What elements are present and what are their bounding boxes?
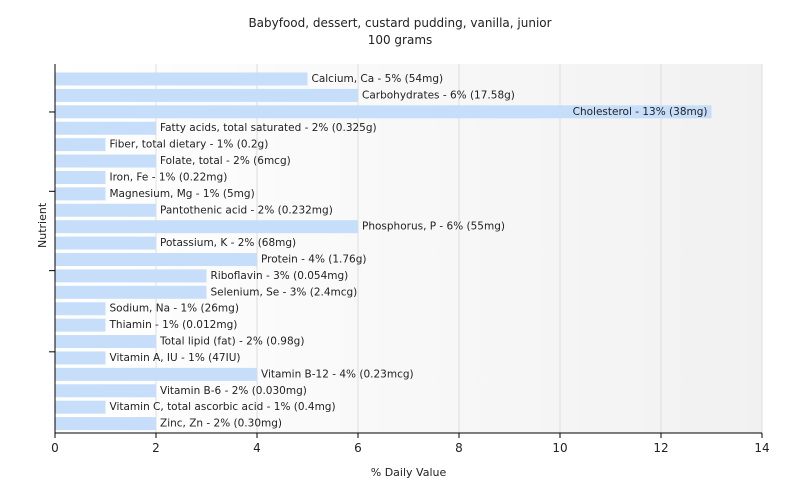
x-tick-label-3: 6 xyxy=(354,441,362,455)
bar-13 xyxy=(55,285,207,299)
x-tick-label-4: 8 xyxy=(455,441,463,455)
bar-group: Calcium, Ca - 5% (54mg) Carbohydrates - 6… xyxy=(55,72,712,431)
bar-0 xyxy=(55,72,308,86)
bar-label-19: Vitamin B-6 - 2% (0.030mg) xyxy=(160,385,307,397)
bar-17 xyxy=(55,351,106,365)
chart-title: Babyfood, dessert, custard pudding, vani… xyxy=(248,16,552,30)
x-tick-label-7: 14 xyxy=(754,441,769,455)
x-axis-label: % Daily Value xyxy=(370,466,447,479)
bar-16 xyxy=(55,335,156,349)
bar-label-1: Carbohydrates - 6% (17.58g) xyxy=(362,89,515,101)
bar-label-6: Iron, Fe - 1% (0.22mg) xyxy=(110,171,228,183)
bar-5 xyxy=(55,154,156,168)
bar-12 xyxy=(55,269,207,283)
bar-11 xyxy=(55,253,257,266)
bar-label-5: Folate, total - 2% (6mcg) xyxy=(160,155,291,167)
x-tick-label-6: 12 xyxy=(653,441,668,455)
bar-2 xyxy=(55,105,712,119)
bar-3 xyxy=(55,121,156,135)
bar-6 xyxy=(55,170,106,184)
bar-9 xyxy=(55,220,358,234)
bar-8 xyxy=(55,203,156,217)
bar-15 xyxy=(55,318,106,332)
bar-label-7: Magnesium, Mg - 1% (5mg) xyxy=(110,188,255,200)
x-tick-label-0: 0 xyxy=(51,441,59,455)
x-tick-label-5: 10 xyxy=(552,441,567,455)
bar-label-0: Calcium, Ca - 5% (54mg) xyxy=(312,73,444,85)
bar-14 xyxy=(55,302,106,316)
x-tick-label-2: 4 xyxy=(253,441,261,455)
bar-10 xyxy=(55,236,156,250)
bar-21 xyxy=(55,417,156,431)
bar-label-18: Vitamin B-12 - 4% (0.23mcg) xyxy=(261,368,414,380)
chart-subtitle: 100 grams xyxy=(367,33,433,47)
bar-label-17: Vitamin A, IU - 1% (47IU) xyxy=(110,352,241,364)
bar-19 xyxy=(55,384,156,398)
bar-label-13: Selenium, Se - 3% (2.4mcg) xyxy=(211,286,358,298)
bar-label-8: Pantothenic acid - 2% (0.232mg) xyxy=(160,204,333,216)
bar-7 xyxy=(55,187,106,201)
bar-20 xyxy=(55,400,106,414)
bar-label-2: Cholesterol - 13% (38mg) xyxy=(573,106,708,118)
axes: 0 2 4 6 8 10 12 14 xyxy=(49,64,770,455)
bar-label-16: Total lipid (fat) - 2% (0.98g) xyxy=(159,336,304,348)
bar-label-10: Potassium, K - 2% (68mg) xyxy=(160,237,296,249)
bar-18 xyxy=(55,367,257,381)
bar-label-14: Sodium, Na - 1% (26mg) xyxy=(110,303,239,315)
grid-lines xyxy=(155,64,763,433)
bar-label-21: Zinc, Zn - 2% (0.30mg) xyxy=(160,418,282,430)
bar-label-4: Fiber, total dietary - 1% (0.2g) xyxy=(110,139,269,151)
bar-1 xyxy=(55,88,358,102)
bar-label-20: Vitamin C, total ascorbic acid - 1% (0.4… xyxy=(110,401,336,413)
bar-label-12: Riboflavin - 3% (0.054mg) xyxy=(211,270,349,282)
y-axis-label: Nutrient xyxy=(36,202,49,248)
bar-label-3: Fatty acids, total saturated - 2% (0.325… xyxy=(160,122,377,134)
x-tick-label-1: 2 xyxy=(152,441,160,455)
bar-label-9: Phosphorus, P - 6% (55mg) xyxy=(362,221,505,233)
bar-label-11: Protein - 4% (1.76g) xyxy=(261,254,367,266)
bar-4 xyxy=(55,138,106,152)
bar-label-15: Thiamin - 1% (0.012mg) xyxy=(109,319,238,331)
